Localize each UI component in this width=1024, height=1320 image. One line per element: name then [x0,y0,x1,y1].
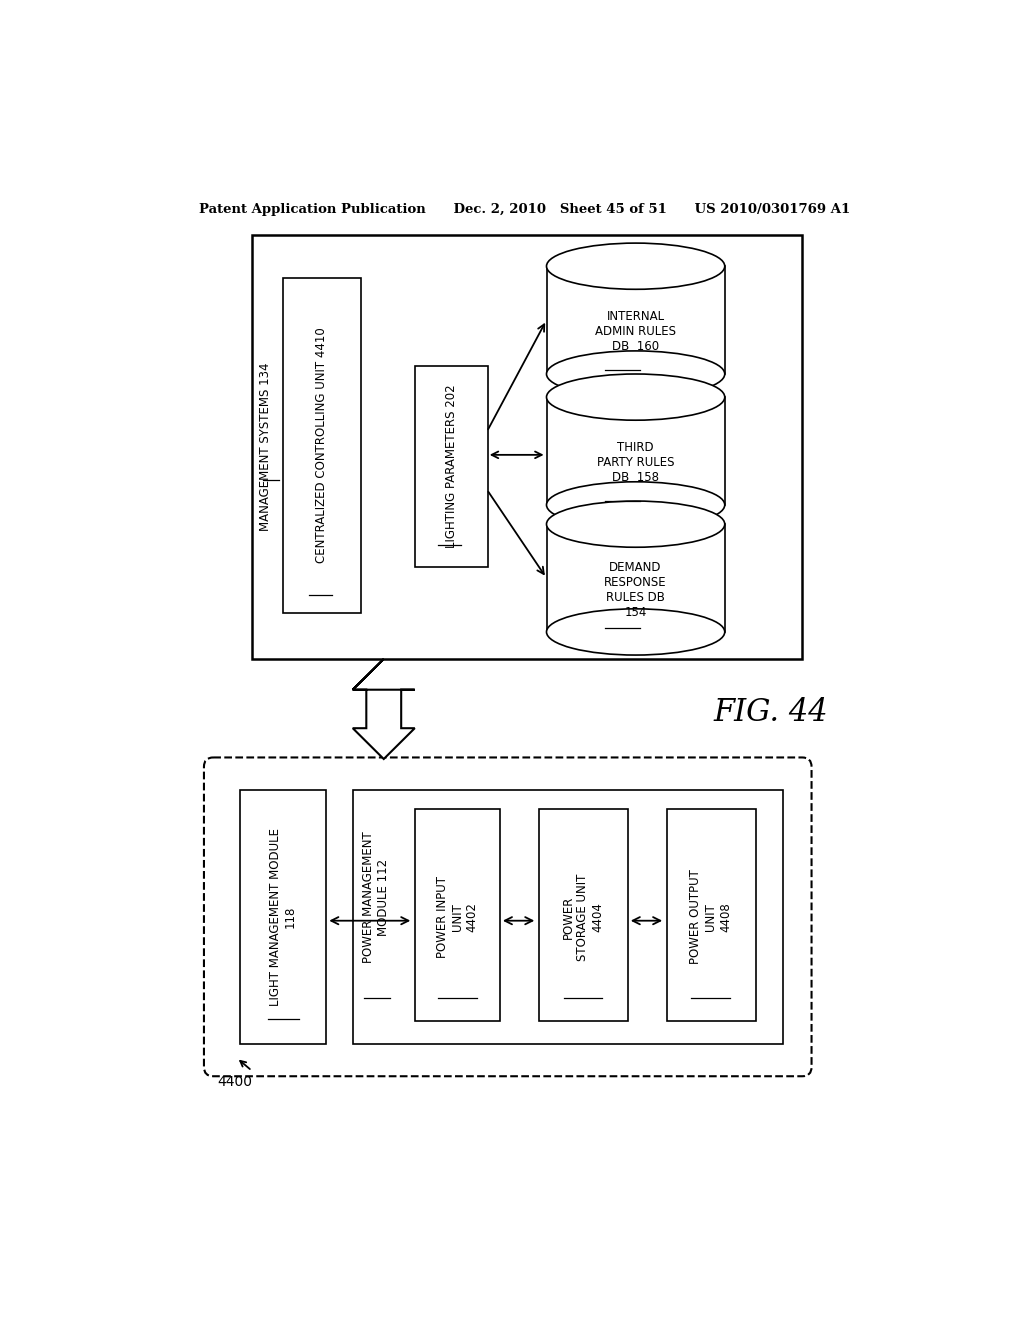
Bar [415,809,500,1020]
Text: POWER OUTPUT
UNIT
4408: POWER OUTPUT UNIT 4408 [689,870,732,965]
Text: CENTRALIZED CONTROLLING UNIT 4410: CENTRALIZED CONTROLLING UNIT 4410 [315,327,329,562]
Ellipse shape [547,502,725,548]
Ellipse shape [547,243,725,289]
Bar [667,809,756,1020]
Bar [539,809,628,1020]
Text: FIG. 44: FIG. 44 [714,697,828,729]
Ellipse shape [547,374,725,420]
Text: Patent Application Publication      Dec. 2, 2010   Sheet 45 of 51      US 2010/0: Patent Application Publication Dec. 2, 2… [200,203,850,215]
Text: POWER MANAGEMENT
MODULE 112: POWER MANAGEMENT MODULE 112 [362,832,390,964]
Bar [547,267,725,374]
Ellipse shape [547,482,725,528]
Text: DEMAND
RESPONSE
RULES DB
154: DEMAND RESPONSE RULES DB 154 [604,561,667,619]
Text: 4400: 4400 [217,1076,252,1089]
Bar [415,367,488,566]
Ellipse shape [547,609,725,655]
Bar [241,789,326,1044]
Text: LIGHT MANAGEMENT MODULE
118: LIGHT MANAGEMENT MODULE 118 [269,828,297,1006]
Bar [547,524,725,632]
Text: THIRD
PARTY RULES
DB  158: THIRD PARTY RULES DB 158 [597,441,675,484]
Text: INTERNAL
ADMIN RULES
DB  160: INTERNAL ADMIN RULES DB 160 [595,310,676,354]
Text: POWER
STORAGE UNIT
4404: POWER STORAGE UNIT 4404 [561,873,604,961]
Text: LIGHTING PARAMETERS 202: LIGHTING PARAMETERS 202 [445,384,459,548]
Text: POWER INPUT
UNIT
4402: POWER INPUT UNIT 4402 [436,876,479,958]
Bar [547,397,725,504]
Bar [352,789,783,1044]
Bar [252,235,802,659]
Polygon shape [352,659,415,759]
Ellipse shape [547,351,725,397]
Bar [283,277,360,612]
FancyBboxPatch shape [204,758,812,1076]
Text: MANAGEMENT SYSTEMS 134: MANAGEMENT SYSTEMS 134 [259,363,272,532]
